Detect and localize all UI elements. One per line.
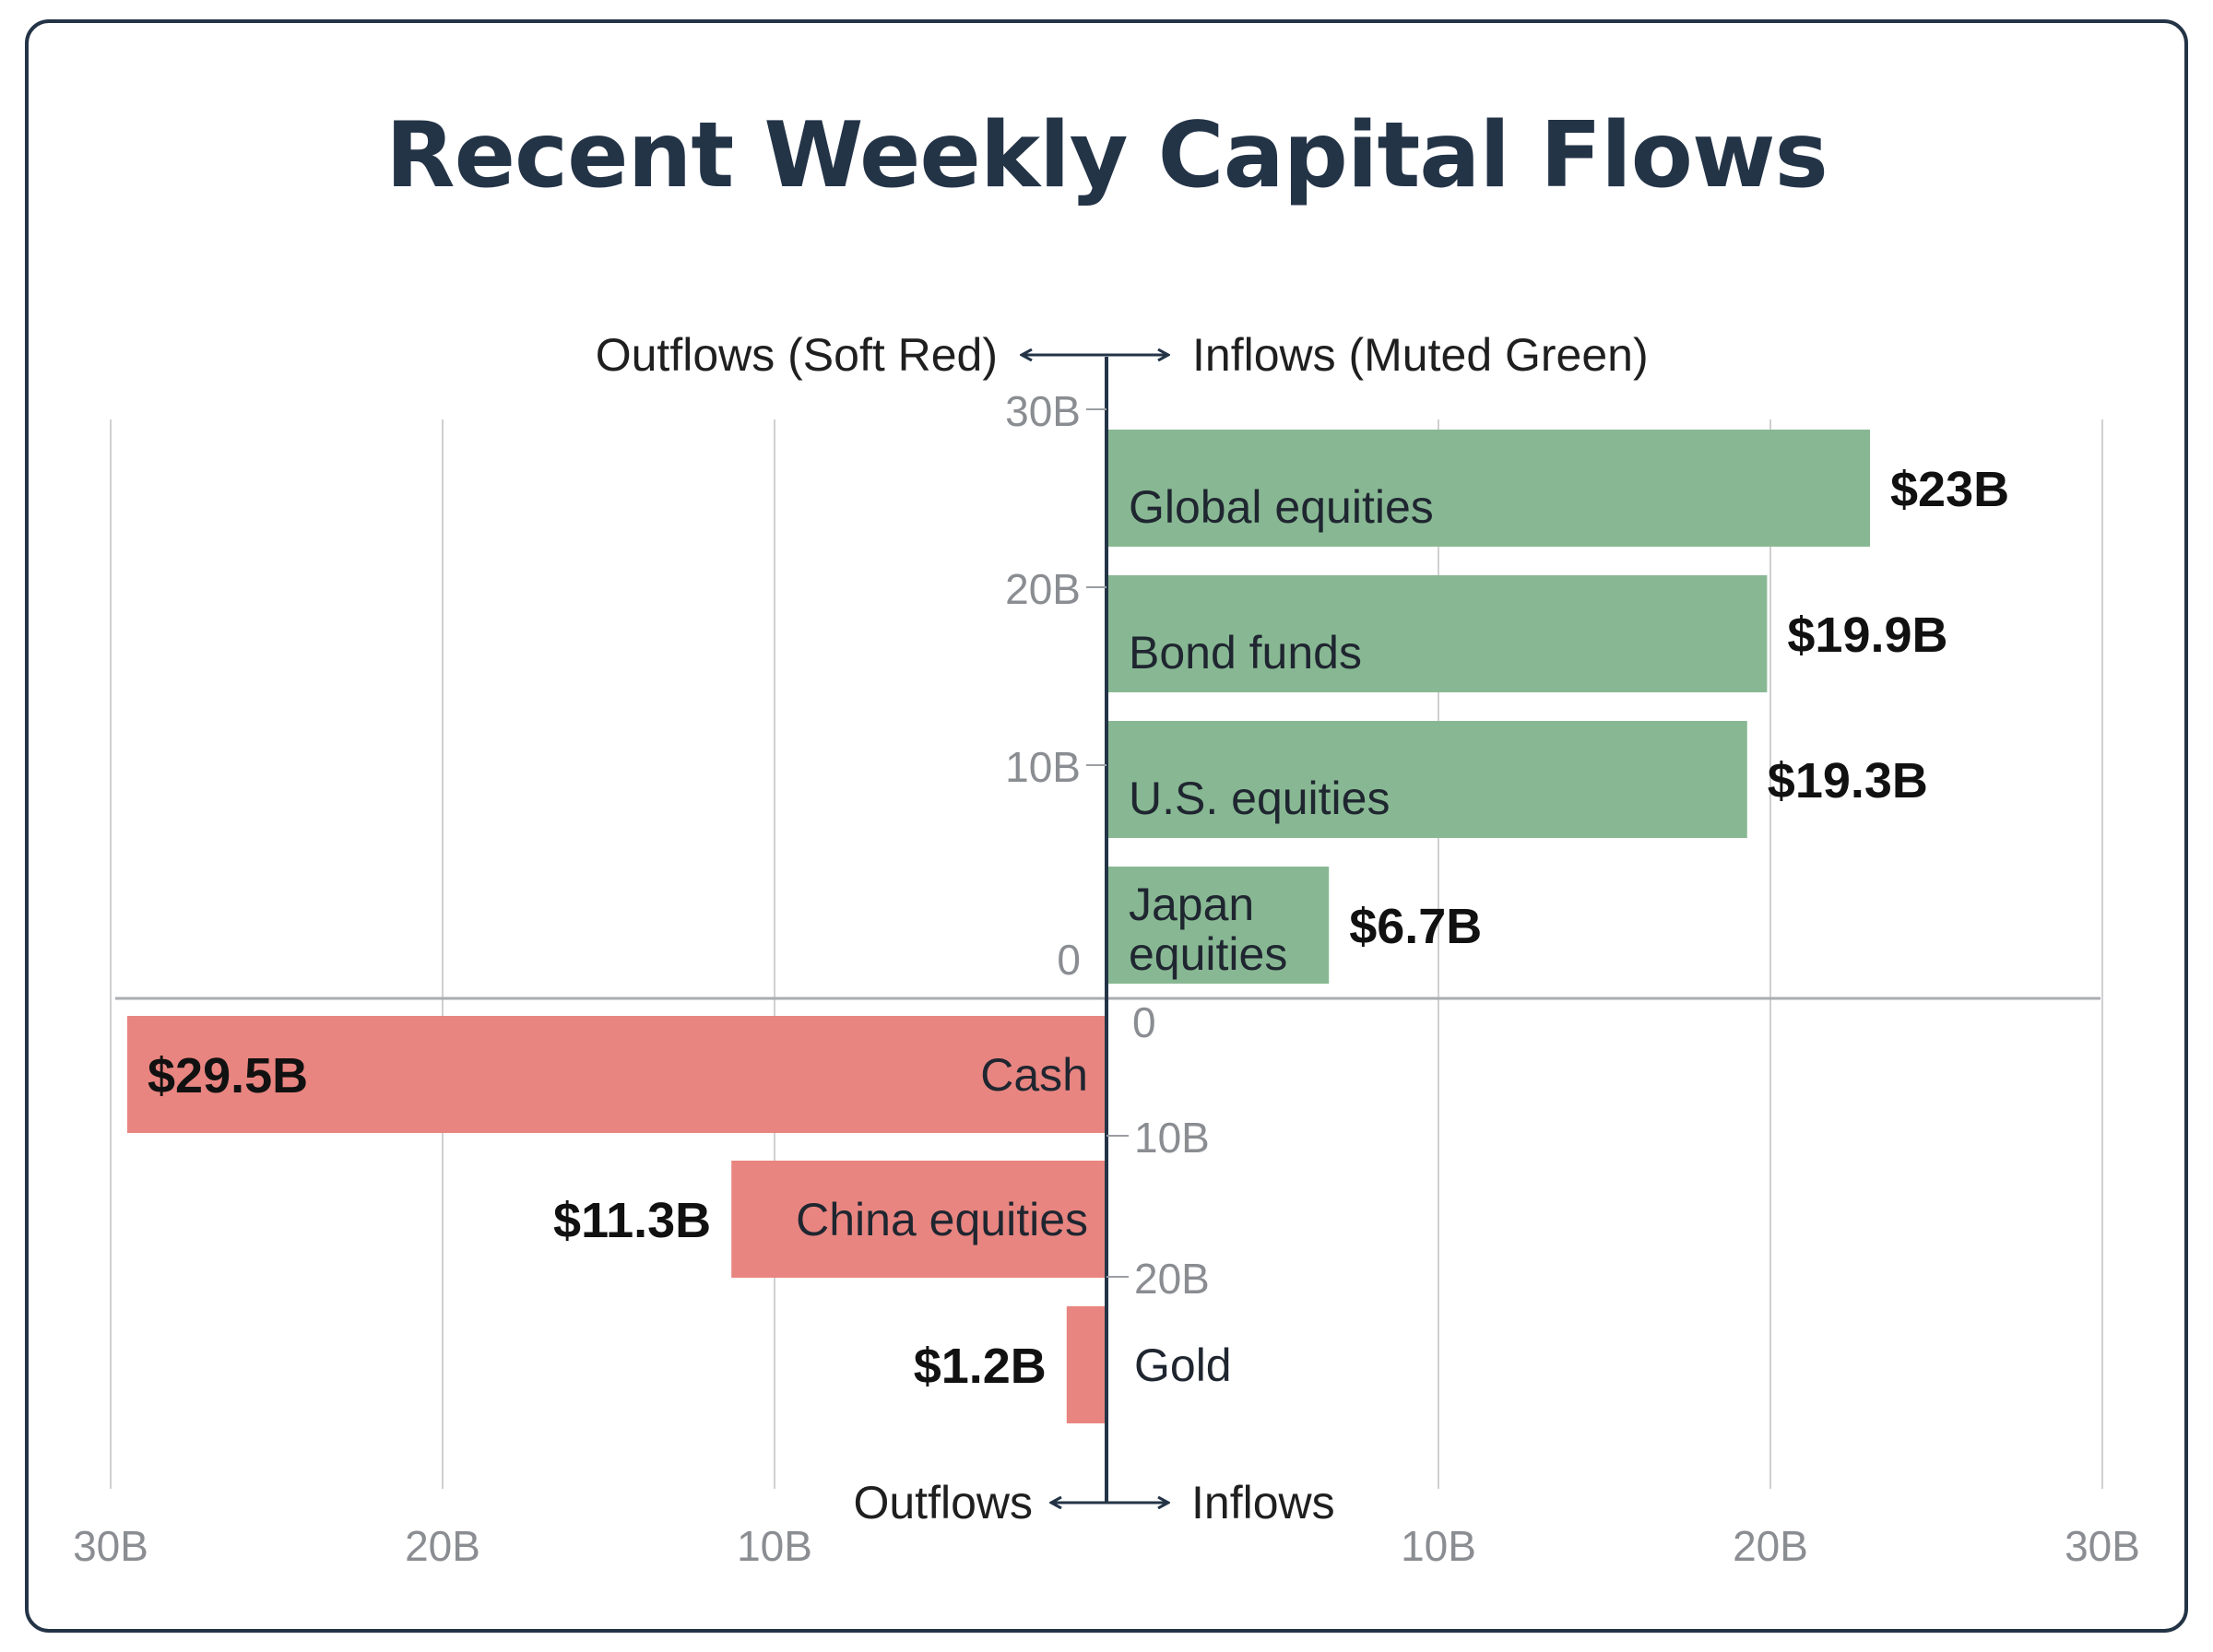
x-tick-label: 10B	[737, 1522, 812, 1570]
value-label: $23B	[1890, 462, 2009, 517]
x-tick-label: 30B	[2065, 1522, 2140, 1570]
x-tick-label: 30B	[73, 1522, 148, 1570]
value-label: $1.2B	[914, 1339, 1047, 1394]
category-label: U.S. equities	[1129, 773, 1390, 824]
bar-outflow	[731, 1161, 1106, 1278]
value-label: $6.7B	[1349, 899, 1482, 954]
bar-inflow	[1106, 575, 1768, 692]
category-label: Bond funds	[1129, 627, 1362, 678]
x-tick-label: 10B	[1401, 1522, 1476, 1570]
bar-outflow	[127, 1016, 1106, 1133]
category-label: equities	[1129, 928, 1287, 980]
header-outflows-label: Outflows (Soft Red)	[596, 329, 998, 381]
inflow-axis-tick-label: 0	[1057, 936, 1081, 984]
value-label: $19.3B	[1768, 753, 1928, 808]
category-label: Cash	[980, 1049, 1088, 1101]
x-tick-label: 20B	[1733, 1522, 1808, 1570]
x-tick-label: 20B	[405, 1522, 480, 1570]
category-label: Global equities	[1129, 481, 1434, 533]
bar-outflow	[1066, 1306, 1106, 1423]
inflow-axis-tick-label: 30B	[1005, 387, 1081, 435]
chart-title: Recent Weekly Capital Flows	[385, 103, 1828, 208]
inflow-axis-tick-label: 20B	[1005, 565, 1081, 613]
value-label: $11.3B	[553, 1193, 711, 1248]
footer-inflows-label: Inflows	[1191, 1477, 1335, 1528]
footer-outflows-label: Outflows	[853, 1477, 1033, 1528]
outflow-axis-tick-label: 20B	[1134, 1255, 1210, 1303]
outflow-axis-tick-label: 10B	[1134, 1114, 1210, 1162]
header-inflows-label: Inflows (Muted Green)	[1192, 329, 1649, 381]
category-label: China equities	[796, 1194, 1088, 1245]
category-label: Japan	[1129, 879, 1254, 930]
bar-inflow	[1106, 721, 1747, 838]
outflow-axis-tick-label: 0	[1132, 998, 1156, 1046]
value-label: $19.9B	[1787, 608, 1947, 663]
value-label: $29.5B	[148, 1048, 308, 1103]
category-label: Gold	[1134, 1339, 1232, 1391]
bar-inflow	[1106, 867, 1330, 984]
inflow-axis-tick-label: 10B	[1005, 743, 1081, 791]
bar-inflow	[1106, 430, 1870, 547]
